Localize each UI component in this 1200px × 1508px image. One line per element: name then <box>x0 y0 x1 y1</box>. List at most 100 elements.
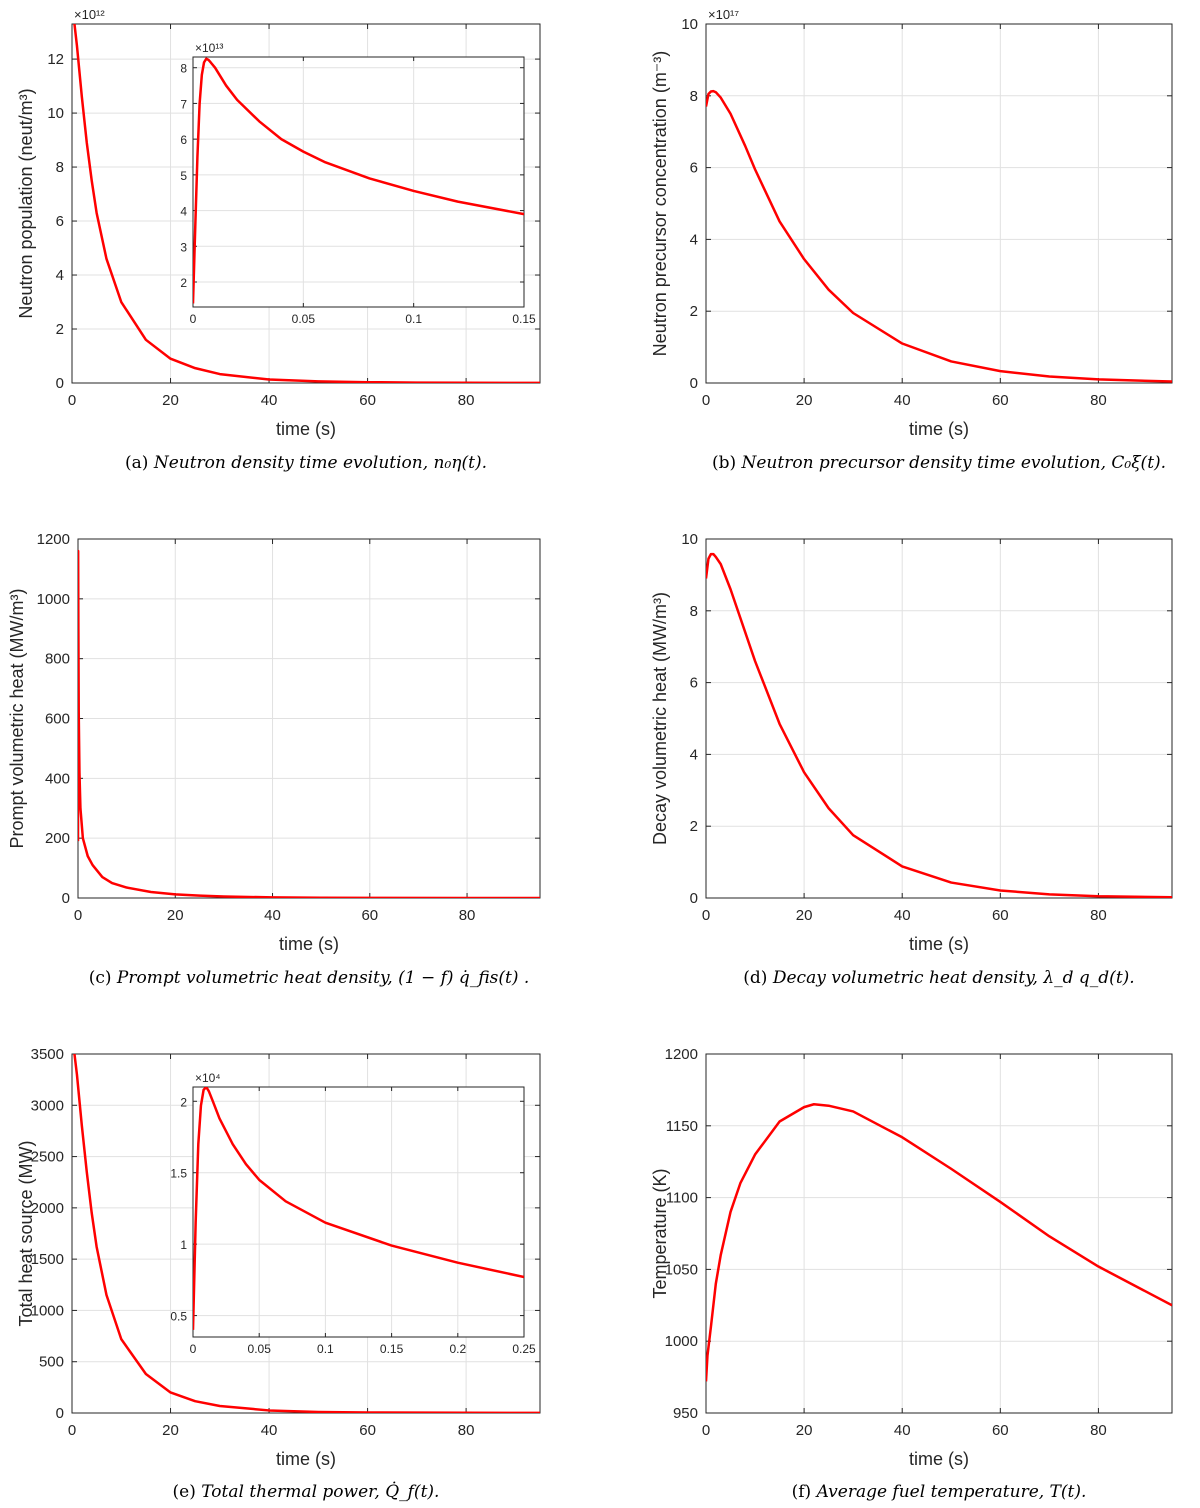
y-axis-label: Temperature (K) <box>650 1168 670 1298</box>
plot-border <box>71 1053 541 1414</box>
y-tick-label: 8 <box>180 62 187 76</box>
y-tick-label: 400 <box>45 770 70 787</box>
y-tick-label: 6 <box>56 213 64 230</box>
y-tick-label: 1200 <box>37 531 70 548</box>
y-tick-label: 10 <box>681 531 698 548</box>
y-tick-label: 1000 <box>31 1302 64 1319</box>
plot-border <box>705 1053 1173 1414</box>
series-line <box>706 1103 1172 1382</box>
x-tick-label: 0.1 <box>317 1342 334 1356</box>
figure-caption: (f) Average fuel temperature, T(t). <box>792 1482 1087 1502</box>
x-tick-label: 0.05 <box>248 1342 272 1356</box>
caption-text: Decay volumetric heat density, λ_d q_d(t… <box>772 968 1135 988</box>
series-line <box>73 24 540 383</box>
x-axis-label: time (s) <box>279 934 339 954</box>
y-tick-label: 2 <box>690 818 698 835</box>
x-tick-label: 40 <box>894 907 911 924</box>
y-axis-label: Neutron population (neut/m³) <box>16 88 36 318</box>
y-tick-label: 1500 <box>31 1251 64 1268</box>
y-tick-label: 2 <box>690 303 698 320</box>
x-tick-label: 20 <box>796 907 813 924</box>
caption-label: (f) <box>792 1482 817 1502</box>
x-tick-label: 0 <box>702 1422 710 1439</box>
series-line <box>706 89 1172 383</box>
caption-label: (c) <box>89 968 117 988</box>
x-tick-label: 60 <box>992 907 1009 924</box>
caption-text: Total thermal power, Q̇_f(t). <box>201 1482 439 1502</box>
y-tick-label: 0 <box>690 890 698 907</box>
x-tick-label: 0.25 <box>512 1342 536 1356</box>
y-tick-label: 0 <box>690 375 698 392</box>
x-axis-label: time (s) <box>909 1449 969 1469</box>
y-tick-label: 0 <box>56 375 64 392</box>
figure-caption: (d) Decay volumetric heat density, λ_d q… <box>743 968 1134 988</box>
x-tick-label: 0 <box>74 907 82 924</box>
y-tick-label: 1200 <box>665 1046 698 1063</box>
caption-label: (e) <box>173 1482 202 1502</box>
x-tick-label: 40 <box>261 1422 278 1439</box>
x-tick-label: 20 <box>167 907 184 924</box>
y-tick-label: 6 <box>690 675 698 692</box>
x-tick-label: 80 <box>458 392 475 409</box>
y-tick-label: 1000 <box>37 591 70 608</box>
caption-text: Neutron density time evolution, n₀η(t). <box>153 453 487 473</box>
y-tick-label: 500 <box>39 1354 64 1371</box>
y-tick-label: 7 <box>180 97 187 111</box>
x-tick-label: 0 <box>68 1422 76 1439</box>
series-line <box>78 549 540 898</box>
series-line <box>193 57 524 304</box>
y-tick-label: 3500 <box>31 1046 64 1063</box>
plot-frame <box>705 538 1173 899</box>
x-tick-label: 40 <box>261 392 278 409</box>
y-tick-label: 4 <box>690 231 698 248</box>
y-tick-label: 1000 <box>665 1333 698 1350</box>
inset-frame <box>192 1086 525 1338</box>
plot-frame <box>705 1053 1173 1414</box>
y-tick-label: 6 <box>690 160 698 177</box>
plot-border <box>705 538 1173 899</box>
x-tick-label: 0 <box>702 392 710 409</box>
x-tick-label: 20 <box>796 392 813 409</box>
plot-border <box>705 23 1173 384</box>
figure-caption: (c) Prompt volumetric heat density, (1 −… <box>89 968 530 988</box>
y-tick-label: 1 <box>180 1238 187 1252</box>
x-tick-label: 60 <box>359 392 376 409</box>
x-tick-label: 40 <box>894 392 911 409</box>
x-tick-label: 60 <box>992 392 1009 409</box>
inset-border <box>192 1086 525 1338</box>
x-tick-label: 0 <box>190 1342 197 1356</box>
y-axis-label: Total heat source (MW) <box>16 1140 36 1326</box>
y-tick-label: 4 <box>690 746 698 763</box>
x-tick-label: 20 <box>796 1422 813 1439</box>
y-tick-label: 1100 <box>666 1190 698 1207</box>
y-tick-label: 1.5 <box>170 1167 187 1181</box>
x-tick-label: 0.2 <box>449 1342 466 1356</box>
x-axis-label: time (s) <box>909 934 969 954</box>
x-tick-label: 0.05 <box>292 312 316 326</box>
y-tick-label: 1050 <box>665 1261 698 1278</box>
y-axis-label: Decay volumetric heat (MW/m³) <box>650 592 670 845</box>
y-tick-label: 2500 <box>31 1149 64 1166</box>
plot-frame <box>705 23 1173 384</box>
y-tick-label: 950 <box>673 1405 698 1422</box>
series-line <box>706 552 1172 898</box>
x-tick-label: 80 <box>458 1422 475 1439</box>
y-tick-label: 12 <box>47 51 64 68</box>
caption-text: Prompt volumetric heat density, (1 − f) … <box>116 968 529 988</box>
x-tick-label: 80 <box>1090 1422 1107 1439</box>
y-axis-label: Prompt volumetric heat (MW/m³) <box>7 588 27 848</box>
x-tick-label: 0 <box>68 392 76 409</box>
x-tick-label: 40 <box>894 1422 911 1439</box>
x-tick-label: 20 <box>162 1422 179 1439</box>
x-tick-label: 0.1 <box>405 312 422 326</box>
panel-f: 0 20 40 60 80 950 1000 1050 1100 1150 1200 time (s)… <box>650 1046 1173 1502</box>
inset-plot: 0 0.05 0.1 0.15 2 3 4 5 6 7 8 ×10¹³ <box>180 41 536 326</box>
axis-exponent-label: ×10¹³ <box>195 41 223 55</box>
plot-border <box>71 23 541 384</box>
inset-plot: 0 0.05 0.1 0.15 0.2 0.25 0.5 1 1.5 2 ×10⁴ <box>170 1071 536 1356</box>
y-tick-label: 8 <box>690 603 698 620</box>
y-tick-label: 800 <box>45 651 70 668</box>
